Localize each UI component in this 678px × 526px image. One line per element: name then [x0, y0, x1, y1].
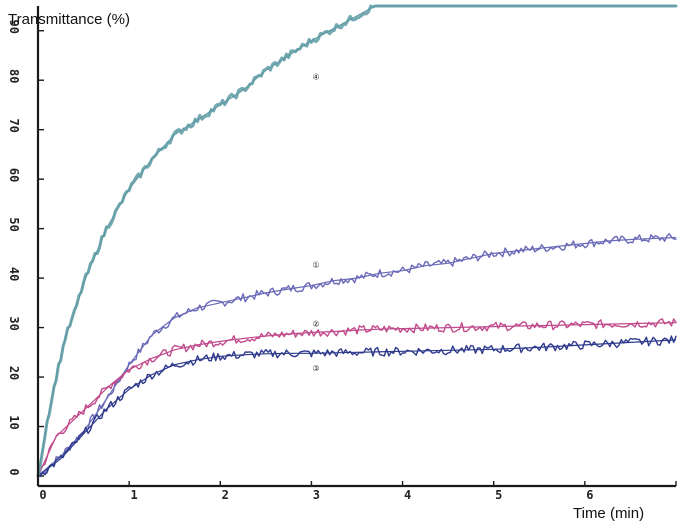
series-label: ① — [312, 260, 319, 269]
series-line — [37, 335, 677, 478]
series-fit-line — [37, 339, 677, 477]
y-axis-title: Transmittance (%) — [8, 11, 130, 28]
y-tick-label: 10 — [7, 415, 21, 429]
series-label: ③ — [312, 364, 319, 373]
series-fit-line — [37, 5, 676, 477]
series-label: ④ — [312, 72, 319, 81]
x-tick-label: 6 — [586, 488, 593, 502]
y-tick-label: 70 — [7, 118, 21, 132]
x-tick-label: 3 — [313, 488, 320, 502]
series-fit-line — [37, 322, 677, 477]
y-tick-label: 0 — [7, 468, 21, 475]
x-tick-label: 0 — [39, 488, 46, 502]
x-tick-label: 5 — [495, 488, 502, 502]
y-tick-label: 40 — [7, 267, 21, 281]
series-line — [37, 318, 677, 477]
y-tick-label: 20 — [7, 366, 21, 380]
series-fit-line — [37, 236, 677, 477]
x-tick-label: 2 — [222, 488, 229, 502]
y-tick-label: 80 — [7, 69, 21, 83]
y-tick-label: 90 — [7, 20, 21, 34]
x-tick-label: 1 — [131, 488, 138, 502]
y-tick-label: 50 — [7, 217, 21, 231]
y-tick-label: 60 — [7, 168, 21, 182]
series-line — [36, 4, 678, 478]
x-axis-title: Time (min) — [573, 505, 644, 522]
y-tick-label: 30 — [7, 316, 21, 330]
x-tick-label: 4 — [404, 488, 411, 502]
series-label: ② — [312, 320, 319, 329]
